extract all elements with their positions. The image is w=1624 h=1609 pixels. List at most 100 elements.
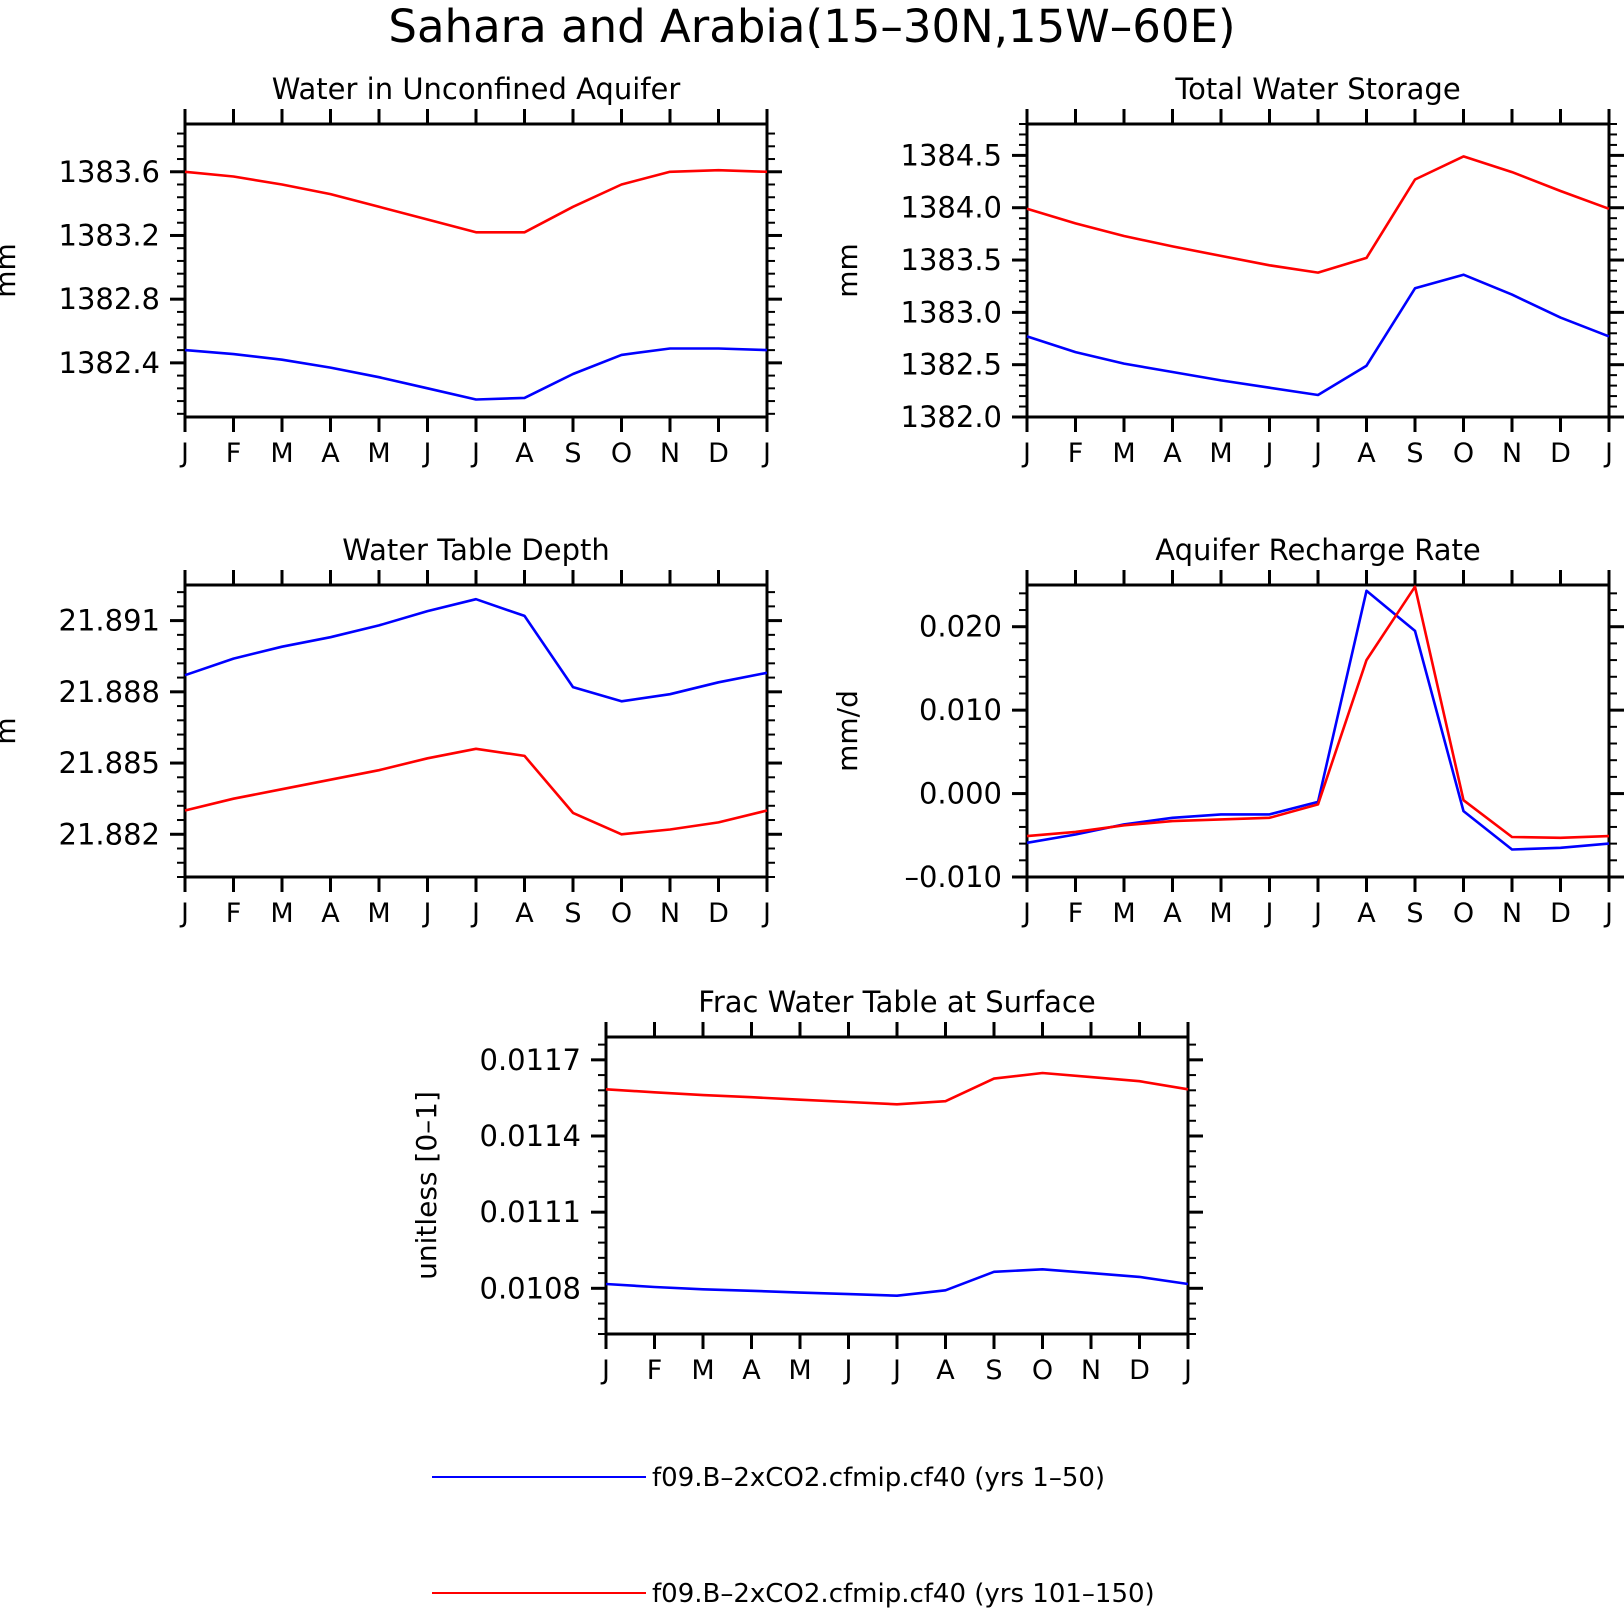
x-tick-label: N [1502, 438, 1522, 469]
x-tick-label: N [1081, 1355, 1101, 1386]
x-tick-label: M [691, 1355, 714, 1386]
y-tick-label: 1382.5 [901, 348, 1002, 382]
x-tick-label: N [660, 898, 680, 929]
x-tick-label: M [1112, 898, 1135, 929]
x-tick-label: J [1312, 898, 1322, 929]
series-line-2 [1026, 155, 1610, 274]
chart-panel-5: J F M A M J J A S O N D J0.01080.01110.01140.0117Fra… [410, 985, 1203, 1386]
y-tick-label: 21.891 [59, 604, 160, 638]
y-tick-label: 0.0114 [480, 1119, 581, 1153]
x-tick-label: M [1112, 438, 1135, 469]
x-tick-label: S [564, 438, 581, 469]
x-tick-label: A [1357, 898, 1376, 929]
legend-label-2: f09.B–2xCO2.cfmip.cf40 (yrs 101–150) [652, 1579, 1155, 1609]
x-tick-label: N [660, 438, 680, 469]
x-tick-label: J [422, 438, 432, 469]
series-line-1 [184, 347, 768, 401]
x-tick-label: M [1209, 898, 1232, 929]
y-tick-label: 1382.0 [901, 400, 1002, 434]
y-tick-label: 0.0108 [480, 1271, 581, 1305]
y-tick-label: –0.010 [904, 860, 1002, 894]
x-tick-label: D [708, 438, 729, 469]
x-tick-label: D [1550, 898, 1571, 929]
legend: f09.B–2xCO2.cfmip.cf40 (yrs 1–50) f09.B–… [432, 1463, 1155, 1609]
y-tick-label: 1383.0 [901, 295, 1002, 329]
plot-frame [183, 122, 769, 419]
x-tick-label: O [611, 438, 632, 469]
x-tick-label: J [470, 898, 480, 929]
chart-panel-2: J F M A M J J A S O N D J1382.01382.51383.01383.5138… [831, 72, 1624, 469]
series-line-2 [184, 747, 768, 836]
x-tick-label: D [708, 898, 729, 929]
legend-item-2: f09.B–2xCO2.cfmip.cf40 (yrs 101–150) [432, 1579, 1155, 1609]
x-tick-label: J [1264, 438, 1274, 469]
x-tick-label: J [1021, 898, 1031, 929]
x-tick-label: A [321, 438, 340, 469]
page-title: Sahara and Arabia(15–30N,15W–60E) [388, 0, 1235, 53]
chart-title: Total Water Storage [1174, 72, 1460, 106]
y-tick-label: 0.000 [919, 777, 1002, 811]
x-tick-label: J [761, 438, 771, 469]
y-axis-label: mm/d [831, 690, 864, 772]
x-tick-label: O [1032, 1355, 1053, 1386]
y-tick-label: 0.020 [919, 610, 1002, 644]
y-tick-label: 21.882 [59, 817, 160, 851]
series-line-1 [1026, 273, 1610, 397]
chart-panel-1: J F M A M J J A S O N D J1382.41382.81383.21383.6Wat… [0, 72, 782, 469]
plot-frame [183, 583, 769, 879]
x-tick-label: M [788, 1355, 811, 1386]
x-tick-label: F [226, 898, 242, 929]
x-tick-label: J [1312, 438, 1322, 469]
x-tick-label: M [270, 438, 293, 469]
x-tick-label: J [1603, 898, 1613, 929]
chart-title: Water Table Depth [342, 533, 610, 567]
chart-title: Frac Water Table at Surface [698, 985, 1095, 1019]
x-tick-label: M [1209, 438, 1232, 469]
series-line-2 [184, 168, 768, 234]
y-tick-label: 1382.4 [59, 346, 160, 380]
legend-item-1: f09.B–2xCO2.cfmip.cf40 (yrs 1–50) [432, 1463, 1105, 1493]
y-tick-label: 1383.6 [59, 155, 160, 189]
x-tick-label: F [1068, 438, 1084, 469]
chart-panel-4: J F M A M J J A S O N D J–0.0100.0000.0100.020Aquife… [831, 533, 1624, 929]
y-tick-label: 0.0111 [480, 1195, 581, 1229]
y-tick-label: 1383.5 [901, 243, 1002, 277]
y-axis-label: mm [831, 243, 864, 298]
y-tick-label: 0.0117 [480, 1043, 581, 1077]
series-line-2 [605, 1071, 1189, 1106]
x-tick-label: M [367, 438, 390, 469]
x-tick-label: J [179, 438, 189, 469]
y-axis-label: m [0, 717, 22, 744]
x-tick-label: J [422, 898, 432, 929]
y-tick-label: 21.888 [59, 675, 160, 709]
x-tick-label: A [1163, 438, 1182, 469]
series-line-1 [605, 1268, 1189, 1297]
x-tick-label: J [843, 1355, 853, 1386]
x-tick-label: S [564, 898, 581, 929]
x-tick-label: J [1264, 898, 1274, 929]
x-tick-label: A [1163, 898, 1182, 929]
x-tick-label: J [600, 1355, 610, 1386]
x-tick-label: O [1453, 438, 1474, 469]
legend-label-1: f09.B–2xCO2.cfmip.cf40 (yrs 1–50) [652, 1463, 1105, 1493]
x-tick-label: A [742, 1355, 761, 1386]
x-tick-label: J [761, 898, 771, 929]
x-tick-label: A [515, 898, 534, 929]
x-tick-label: M [270, 898, 293, 929]
x-tick-label: D [1550, 438, 1571, 469]
x-tick-label: J [179, 898, 189, 929]
y-tick-label: 1384.5 [901, 138, 1002, 172]
plot-frame [1025, 583, 1611, 879]
x-tick-label: S [985, 1355, 1002, 1386]
series-line-2 [1026, 585, 1610, 840]
y-axis-label: unitless [0–1] [410, 1091, 443, 1280]
x-tick-label: J [1603, 438, 1613, 469]
x-tick-label: D [1129, 1355, 1150, 1386]
x-tick-label: S [1406, 898, 1423, 929]
y-tick-label: 1383.2 [59, 218, 160, 252]
series-line-1 [1026, 589, 1610, 851]
x-tick-label: A [515, 438, 534, 469]
x-tick-label: A [936, 1355, 955, 1386]
x-tick-label: J [1182, 1355, 1192, 1386]
